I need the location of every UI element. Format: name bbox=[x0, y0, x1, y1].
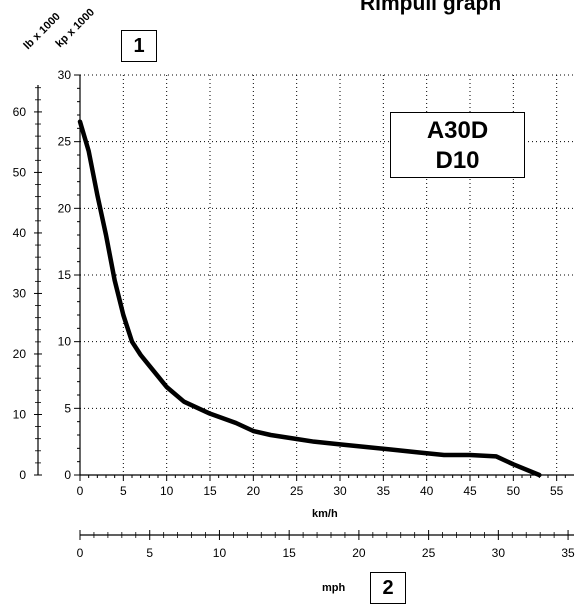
y-tick-label-kp: 0 bbox=[64, 468, 71, 482]
x-tick-label-kmh: 15 bbox=[203, 484, 217, 498]
x-tick-label-mph: 15 bbox=[282, 546, 296, 560]
x-tick-label-mph: 25 bbox=[422, 546, 436, 560]
x-tick-label-kmh: 10 bbox=[160, 484, 174, 498]
model-label-box: A30D D10 bbox=[390, 112, 525, 178]
model-variant: D10 bbox=[435, 147, 480, 174]
y-tick-label-kp: 5 bbox=[64, 401, 71, 415]
rimpull-curve bbox=[77, 119, 542, 478]
x-tick-label-kmh: 5 bbox=[120, 484, 127, 498]
y-tick-label-kp: 30 bbox=[58, 68, 72, 82]
x-tick-label-kmh: 40 bbox=[420, 484, 434, 498]
x-tick-label-mph: 35 bbox=[561, 546, 575, 560]
y-tick-label-lb: 30 bbox=[13, 286, 27, 300]
y-tick-label-lb: 40 bbox=[13, 226, 27, 240]
x-tick-label-kmh: 30 bbox=[333, 484, 347, 498]
x-axis-label-mph: mph bbox=[322, 582, 346, 594]
model-name: A30D bbox=[426, 117, 489, 144]
y-tick-label-kp: 10 bbox=[58, 335, 72, 349]
x-tick-label-mph: 10 bbox=[213, 546, 227, 560]
x-tick-label-kmh: 45 bbox=[463, 484, 477, 498]
y-tick-label-kp: 25 bbox=[58, 135, 72, 149]
x-tick-label-kmh: 0 bbox=[77, 484, 84, 498]
y-tick-label-lb: 60 bbox=[13, 105, 27, 119]
y-tick-label-lb: 20 bbox=[13, 347, 27, 361]
chart-title: Rimpull graph bbox=[360, 0, 502, 15]
callout-2: 2 bbox=[370, 572, 406, 604]
x-tick-label-kmh: 20 bbox=[247, 484, 261, 498]
x-tick-label-mph: 20 bbox=[352, 546, 366, 560]
x-tick-label-kmh: 55 bbox=[550, 484, 564, 498]
callout-1: 1 bbox=[121, 30, 157, 62]
x-tick-label-kmh: 25 bbox=[290, 484, 304, 498]
x-tick-label-mph: 30 bbox=[492, 546, 506, 560]
y-tick-label-lb: 50 bbox=[13, 165, 27, 179]
x-tick-label-kmh: 50 bbox=[507, 484, 521, 498]
x-axis-label-kmh: km/h bbox=[312, 508, 338, 520]
x-tick-label-kmh: 35 bbox=[377, 484, 391, 498]
x-tick-label-mph: 5 bbox=[146, 546, 153, 560]
y-tick-label-lb: 10 bbox=[13, 407, 27, 421]
y-tick-label-kp: 15 bbox=[58, 268, 72, 282]
y-tick-label-kp: 20 bbox=[58, 201, 72, 215]
x-tick-label-mph: 0 bbox=[77, 546, 84, 560]
y-tick-label-lb: 0 bbox=[19, 468, 26, 482]
